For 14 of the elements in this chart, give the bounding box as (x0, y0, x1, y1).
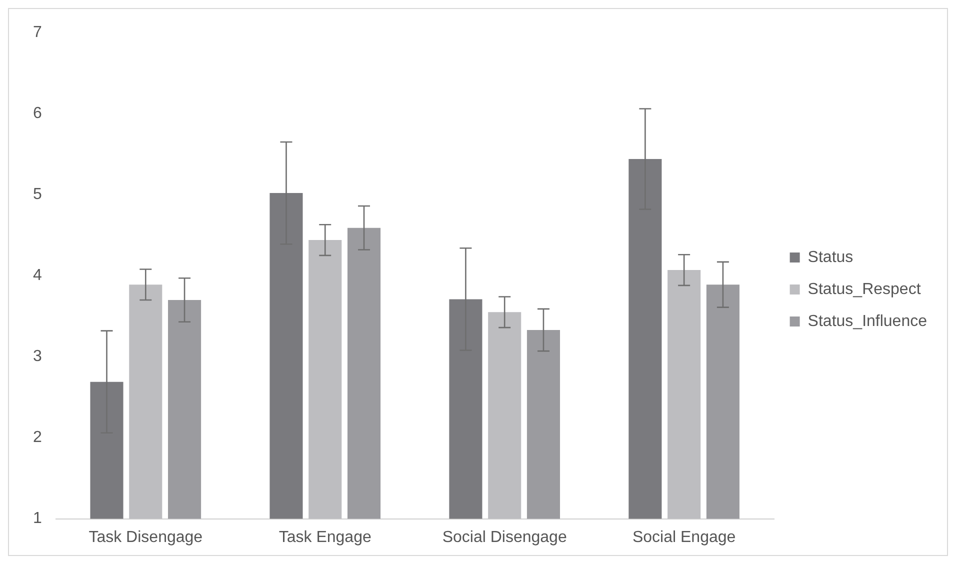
y-tick-label: 1 (32, 510, 42, 528)
y-tick-label: 6 (32, 105, 42, 122)
x-tick-label: Social Engage (632, 528, 736, 546)
x-tick-label: Task Disengage (88, 528, 203, 546)
legend-label: Status_Influence (808, 312, 928, 330)
y-tick-label: 5 (32, 186, 42, 204)
y-tick-label: 2 (32, 429, 42, 446)
y-tick-label: 3 (32, 348, 42, 366)
x-tick-label: Social Disengage (442, 528, 567, 546)
y-tick-label: 7 (32, 24, 42, 42)
x-tick-label: Task Engage (278, 528, 372, 546)
legend-label: Status (808, 248, 854, 266)
legend-label: Status_Respect (808, 280, 922, 298)
y-tick-label: 4 (32, 267, 42, 284)
